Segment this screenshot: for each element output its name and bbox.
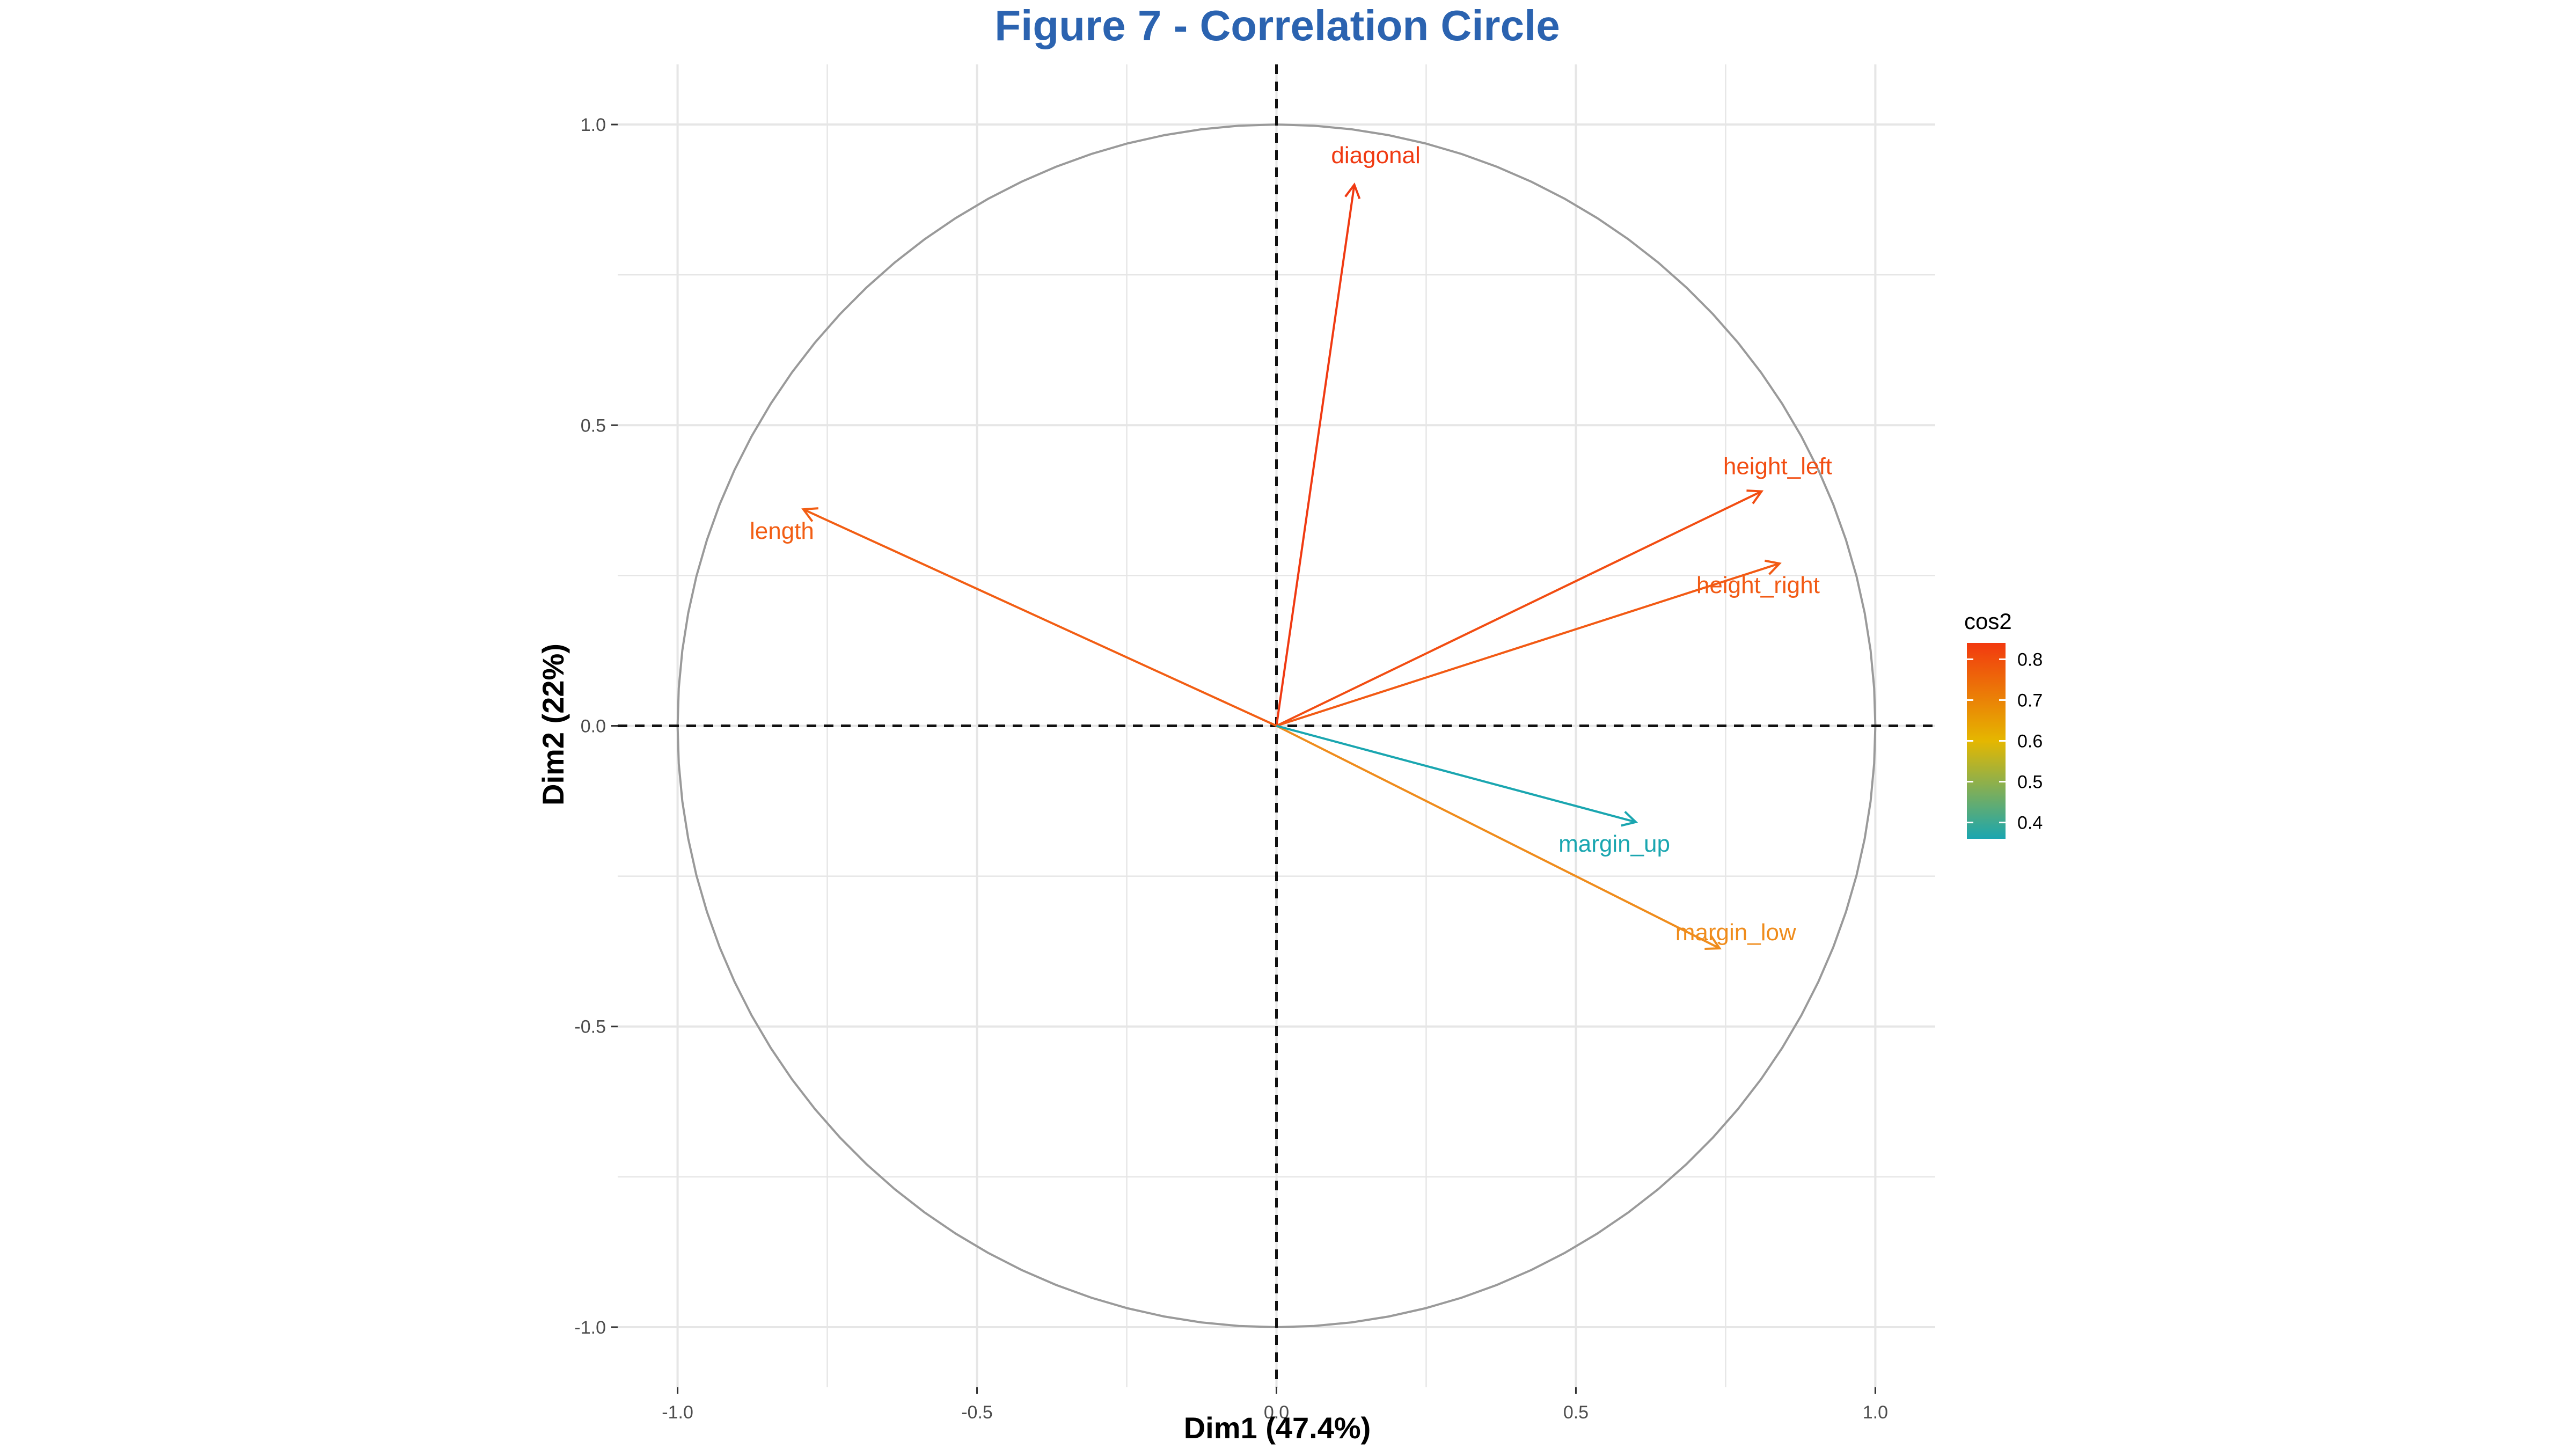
y-tick-label: 0.0 — [581, 716, 606, 737]
y-tick-label: 0.5 — [581, 415, 606, 436]
x-axis-title: Dim1 (47.4%) — [1184, 1411, 1371, 1445]
variable-label-height-right: height_right — [1696, 572, 1820, 598]
legend-tick-label: 0.7 — [2017, 690, 2043, 711]
y-tick-label: -1.0 — [574, 1318, 606, 1338]
legend-tick-label: 0.4 — [2017, 813, 2043, 833]
legend-tick-label: 0.8 — [2017, 649, 2043, 670]
arrow-margin-low — [1276, 724, 1721, 949]
arrow-length — [803, 508, 1277, 727]
plot-panel: -1.0 -0.5 0.0 0.5 1.0 -1.0 -0.5 0.0 0.5 1.0 diag… — [574, 64, 1935, 1423]
legend-title: cos2 — [1964, 609, 2012, 634]
arrow-height-right — [1276, 562, 1780, 727]
arrow-margin-up — [1276, 724, 1636, 823]
x-tick-label: -0.5 — [961, 1402, 993, 1423]
arrowhead-length — [801, 507, 819, 522]
chart-title: Figure 7 - Correlation Circle — [994, 2, 1560, 49]
legend-tick-label: 0.6 — [2017, 731, 2043, 752]
x-tick-label: -1.0 — [662, 1402, 693, 1423]
arrowhead-height-left — [1746, 489, 1764, 504]
x-tick-label: 0.0 — [1264, 1402, 1289, 1423]
arrowhead-margin-up — [1621, 811, 1638, 827]
variable-label-margin-up: margin_up — [1558, 831, 1670, 857]
variable-label-height-left: height_left — [1723, 453, 1832, 480]
variable-labels: diagonal height_left height_right length mar… — [750, 142, 1832, 946]
variable-label-margin-low: margin_low — [1675, 919, 1796, 946]
y-tick-label: 1.0 — [581, 115, 606, 135]
arrow-diagonal — [1275, 184, 1356, 726]
x-tick-label: 1.0 — [1863, 1402, 1888, 1423]
y-tick-label: -0.5 — [574, 1017, 606, 1037]
x-tick-label: 0.5 — [1563, 1402, 1589, 1423]
arrowhead-margin-low — [1704, 935, 1722, 950]
y-axis-title: Dim2 (22%) — [536, 643, 570, 806]
legend-tick-label: 0.5 — [2017, 772, 2043, 793]
variable-arrows — [801, 182, 1782, 950]
variable-label-diagonal: diagonal — [1331, 142, 1420, 169]
x-axis-ticks: -1.0 -0.5 0.0 0.5 1.0 — [662, 1387, 1888, 1423]
arrowhead-diagonal — [1344, 182, 1361, 200]
arrowhead-height-right — [1764, 559, 1782, 575]
cos2-legend: cos2 0.4 0.5 0.6 0.7 0.8 — [1964, 609, 2043, 839]
legend-ticks: 0.4 0.5 0.6 0.7 0.8 — [1967, 649, 2043, 833]
y-axis-ticks: -1.0 -0.5 0.0 0.5 1.0 — [574, 115, 618, 1338]
variable-label-length: length — [750, 518, 814, 544]
arrow-height-left — [1276, 490, 1762, 727]
